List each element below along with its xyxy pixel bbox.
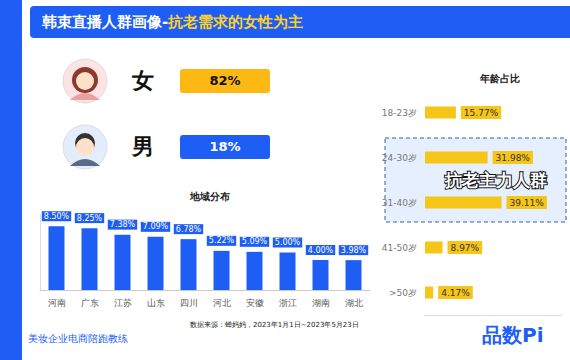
svg-text:浙江: 浙江 <box>279 298 297 308</box>
svg-text:四川: 四川 <box>180 298 198 308</box>
svg-text:湖南: 湖南 <box>312 298 330 308</box>
svg-text:江苏: 江苏 <box>114 298 132 308</box>
svg-text:18-23岁: 18-23岁 <box>382 108 417 118</box>
svg-text:抗老主力人群: 抗老主力人群 <box>444 170 547 190</box>
svg-text:5.22%: 5.22% <box>209 236 235 245</box>
svg-text:>50岁: >50岁 <box>389 288 417 298</box>
svg-text:地域分布: 地域分布 <box>189 191 230 202</box>
svg-text:河南: 河南 <box>48 298 66 308</box>
html-text:美妆企业电商陪跑教练: 美妆企业电商陪跑教练 <box>28 333 128 344</box>
svg-text:24-30岁: 24-30岁 <box>382 153 417 163</box>
svg-text:5.00%: 5.00% <box>275 238 301 247</box>
html-text:数据来源：蝉妈妈，2023年1月1日~2023年5月23日: 数据来源：蝉妈妈，2023年1月1日~2023年5月23日 <box>190 321 359 329</box>
svg-text:河北: 河北 <box>213 298 231 308</box>
html-text:82%: 82% <box>209 73 241 88</box>
svg-text:31.98%: 31.98% <box>496 153 531 163</box>
svg-text:31-40岁: 31-40岁 <box>382 198 417 208</box>
html-text:18%: 18% <box>209 139 241 154</box>
svg-text:3.98%: 3.98% <box>341 246 367 255</box>
svg-text:4.00%: 4.00% <box>308 246 334 255</box>
svg-text:39.11%: 39.11% <box>510 198 545 208</box>
svg-text:8.25%: 8.25% <box>77 214 103 223</box>
svg-text:年龄占比: 年龄占比 <box>479 73 520 84</box>
html-text:品数Pi: 品数Pi <box>482 323 544 347</box>
svg-text:41-50岁: 41-50岁 <box>382 243 417 253</box>
svg-text:15.77%: 15.77% <box>464 108 499 118</box>
svg-text:安徽: 安徽 <box>246 298 264 308</box>
svg-text:7.09%: 7.09% <box>143 222 169 231</box>
html-text:韩束直播人群画像-抗老需求的女性为主: 韩束直播人群画像-抗老需求的女性为主 <box>42 13 304 31</box>
html-text:女: 女 <box>132 68 154 93</box>
svg-text:7.38%: 7.38% <box>110 220 136 229</box>
svg-text:8.97%: 8.97% <box>451 243 480 253</box>
svg-text:4.17%: 4.17% <box>441 288 470 298</box>
svg-text:湖北: 湖北 <box>345 298 363 308</box>
svg-text:广东: 广东 <box>81 298 99 308</box>
html-text:男: 男 <box>132 134 154 159</box>
svg-text:山东: 山东 <box>147 298 165 308</box>
svg-text:6.78%: 6.78% <box>176 225 202 234</box>
svg-text:8.50%: 8.50% <box>44 212 70 221</box>
svg-text:5.09%: 5.09% <box>242 237 268 246</box>
